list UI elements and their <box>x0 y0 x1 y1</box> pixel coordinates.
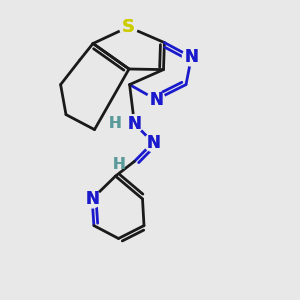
Text: N: N <box>149 91 163 109</box>
Text: N: N <box>128 115 141 133</box>
Text: N: N <box>128 115 141 133</box>
Text: N: N <box>146 134 160 152</box>
Circle shape <box>144 134 162 152</box>
Text: N: N <box>146 134 160 152</box>
Text: N: N <box>85 190 99 208</box>
Text: N: N <box>149 91 163 109</box>
Circle shape <box>119 18 137 36</box>
Circle shape <box>125 115 143 133</box>
Text: H: H <box>113 157 126 172</box>
Text: N: N <box>184 48 198 66</box>
Text: S: S <box>122 18 135 36</box>
Text: H: H <box>109 116 121 130</box>
Text: N: N <box>85 190 99 208</box>
Circle shape <box>182 48 200 66</box>
Text: H: H <box>113 157 126 172</box>
Text: H: H <box>109 116 121 130</box>
Text: S: S <box>122 18 135 36</box>
Circle shape <box>83 190 101 208</box>
Circle shape <box>147 91 165 109</box>
Text: N: N <box>184 48 198 66</box>
